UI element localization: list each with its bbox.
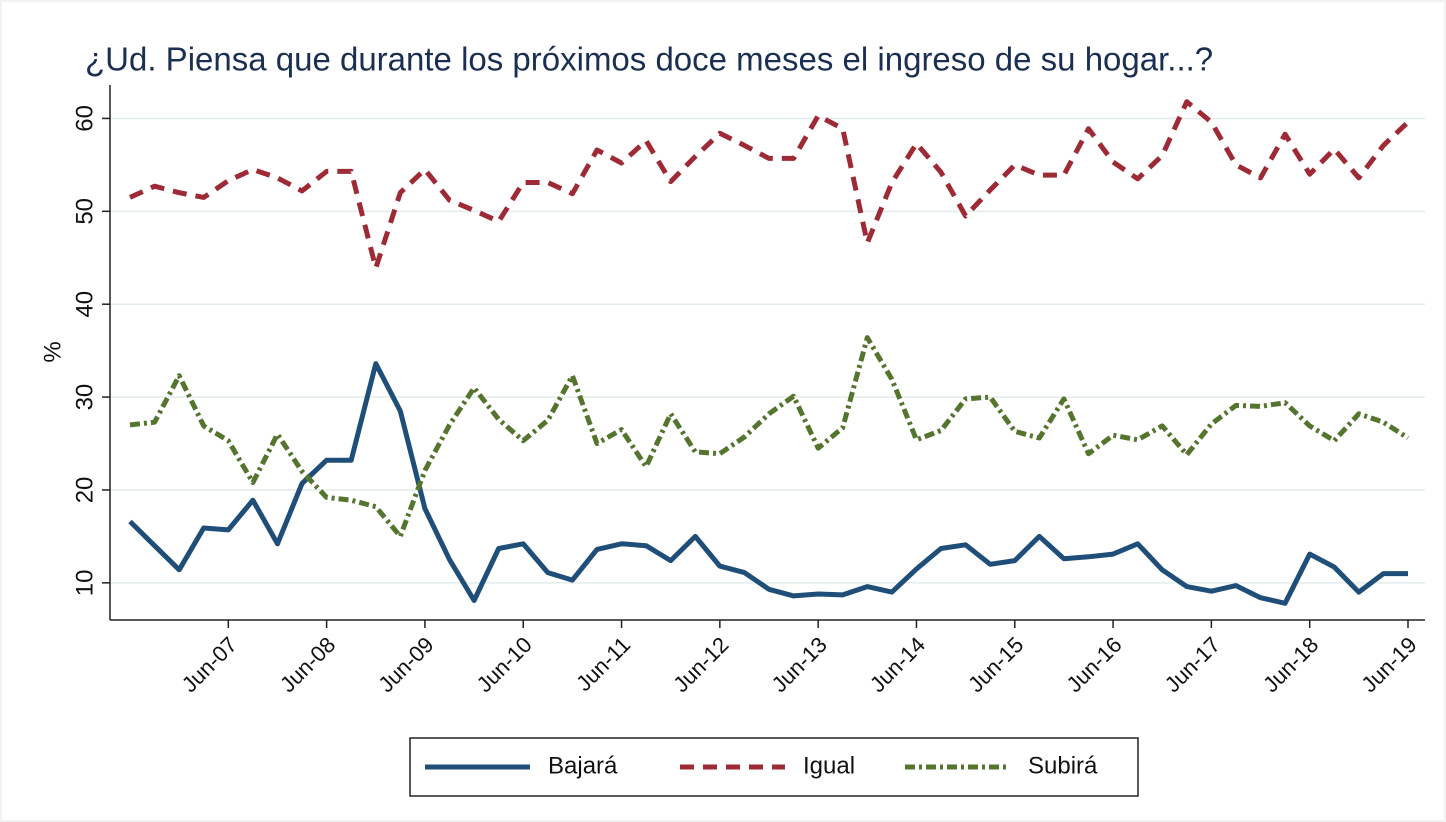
- y-tick-label: 10: [71, 569, 98, 596]
- legend-label: Igual: [803, 752, 855, 779]
- y-axis-label: %: [39, 341, 66, 362]
- data-line: [128, 99, 1410, 271]
- data-line: [129, 335, 1410, 539]
- legend-label: Subirá: [1028, 752, 1098, 779]
- y-tick-label: 30: [71, 384, 98, 411]
- y-tick-label: 60: [71, 105, 98, 132]
- legend-label: Bajará: [548, 752, 618, 779]
- data-line: [128, 361, 1408, 606]
- y-tick-label: 40: [71, 291, 98, 318]
- y-tick-label: 20: [71, 477, 98, 504]
- y-tick-label: 50: [71, 198, 98, 225]
- chart-title: ¿Ud. Piensa que durante los próximos doc…: [85, 41, 1213, 78]
